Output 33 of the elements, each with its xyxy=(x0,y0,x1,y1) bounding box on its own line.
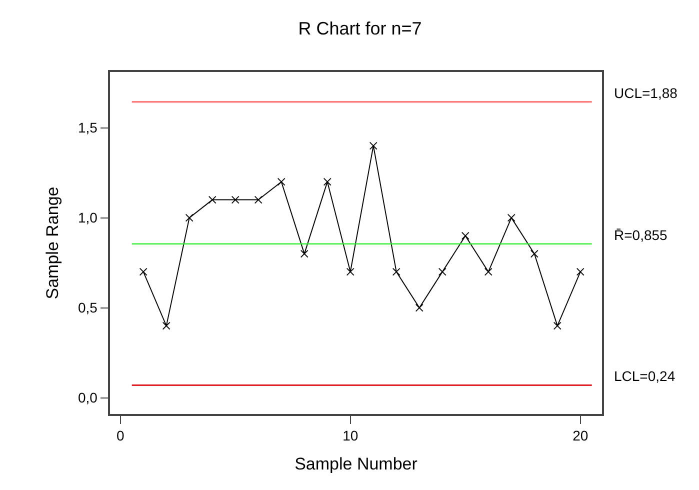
point xyxy=(576,268,584,276)
text: LCL=0,24 xyxy=(614,368,676,384)
point xyxy=(438,268,446,276)
point xyxy=(553,322,562,330)
point xyxy=(346,268,354,276)
point xyxy=(323,178,332,186)
text: UCL=1,88 xyxy=(614,85,678,101)
point xyxy=(530,250,538,258)
point xyxy=(185,214,194,222)
y-tick-label: 1,5 xyxy=(78,120,98,136)
y-tick-label: 1,0 xyxy=(78,210,98,226)
point xyxy=(392,268,400,276)
point xyxy=(369,142,378,150)
y-tick-label: 0,0 xyxy=(78,390,98,406)
point xyxy=(300,250,308,258)
x-tick-label: 0 xyxy=(116,428,124,444)
point xyxy=(484,268,492,276)
point xyxy=(277,178,286,186)
chart-title: R Chart for n=7 xyxy=(298,18,422,39)
text: R̄=0,855 xyxy=(614,227,668,243)
point xyxy=(139,268,148,276)
y-tick-label: 0,5 xyxy=(78,300,98,316)
point xyxy=(415,304,424,312)
point xyxy=(231,196,240,204)
x-tick-label: 10 xyxy=(342,428,358,444)
point xyxy=(208,196,216,204)
x-tick-label: 20 xyxy=(572,428,588,444)
point xyxy=(254,196,262,204)
y-axis-title: Sample Range xyxy=(43,186,62,300)
point xyxy=(507,214,516,222)
x-axis-title: Sample Number xyxy=(294,454,418,474)
point xyxy=(162,322,170,330)
point xyxy=(461,232,470,240)
